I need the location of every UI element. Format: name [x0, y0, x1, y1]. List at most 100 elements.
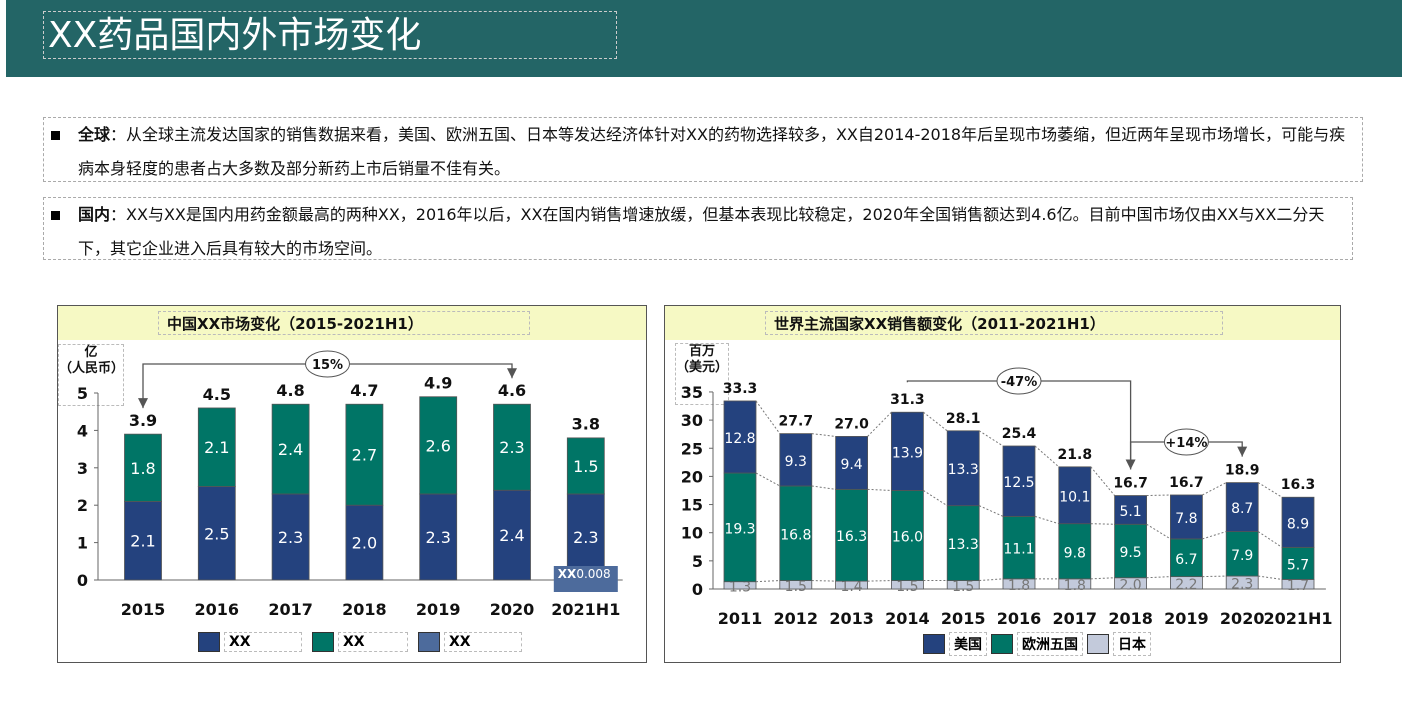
legend: XX XX XX [198, 632, 522, 652]
annotation-label: +14% [1165, 436, 1207, 451]
bar-value-label: 7.8 [1175, 511, 1197, 527]
bar-segment [1058, 523, 1092, 580]
trend-connector [755, 580, 780, 583]
bar-value-label: 8.9 [1287, 516, 1309, 532]
bar-segment [1114, 495, 1148, 525]
annotation-label: 15% [312, 358, 343, 373]
bar-value-label: 11.1 [1003, 542, 1034, 558]
x-tick-label: 2018 [1108, 609, 1153, 628]
y-tick-label: 4 [77, 421, 88, 440]
bar-segment [1281, 546, 1315, 580]
annotation-bubble [996, 367, 1042, 395]
bar-value-label: 2.1 [130, 532, 155, 551]
y-tick-label: 25 [681, 439, 703, 458]
legend-label: XX [338, 632, 408, 652]
header-band [6, 0, 1402, 77]
total-label: 31.3 [890, 392, 925, 408]
y-tick-label: 30 [681, 411, 703, 430]
trend-connector [1090, 466, 1115, 496]
trend-connector [1090, 577, 1115, 580]
legend-item: 美国 [923, 632, 987, 656]
x-tick-label: 2011 [718, 609, 763, 628]
bar-value-label: 2.2 [1175, 577, 1197, 593]
paragraph-global: 全球：从全球主流发达国家的销售数据来看，美国、欧洲五国、日本等发达经济体针对XX… [43, 117, 1363, 182]
x-tick-label: 2015 [121, 600, 166, 619]
total-label: 4.9 [424, 374, 452, 393]
x-tick-label: 2016 [997, 609, 1042, 628]
bar-value-label: 1.3 [729, 579, 751, 595]
bar-segment [566, 493, 605, 581]
trend-connector [1202, 482, 1227, 496]
bar-segment [197, 407, 236, 487]
total-label: 16.7 [1169, 475, 1204, 491]
bar-segment [835, 436, 869, 490]
x-tick-label: 2021H1 [1263, 609, 1332, 628]
total-label: 16.7 [1113, 476, 1148, 492]
x-tick-label: 2019 [416, 600, 461, 619]
bar-value-label: 2.0 [352, 534, 377, 553]
annotation-label: -47% [1001, 375, 1038, 390]
trend-connector [978, 430, 1004, 447]
legend-label: XX [224, 632, 302, 652]
y-tick-label: 20 [681, 467, 703, 486]
bar-value-label: 8.7 [1231, 501, 1253, 517]
x-tick-label: 2017 [268, 600, 313, 619]
bar-segment [271, 493, 310, 581]
bar-value-label: 9.4 [840, 457, 862, 473]
bar-segment [890, 490, 924, 581]
x-tick-label: 2013 [829, 609, 874, 628]
trend-connector [811, 433, 836, 437]
bar-value-label: 7.9 [1231, 548, 1253, 564]
bar-value-label: 2.3 [499, 438, 524, 457]
total-label: 27.7 [779, 414, 814, 430]
x-tick-label: 2021H1 [551, 600, 620, 619]
bar-segment [271, 403, 310, 495]
x-tick-label: 2018 [342, 600, 387, 619]
x-tick-label: 2020 [490, 600, 535, 619]
special-value-label: XX0.008 [558, 567, 611, 581]
bar-segment [723, 400, 757, 474]
bar-segment [345, 403, 384, 506]
trend-connector [755, 400, 781, 434]
bar-segment [779, 485, 813, 581]
trend-connector [1258, 575, 1283, 580]
total-label: 4.7 [350, 381, 378, 400]
bar-value-label: 12.8 [724, 431, 755, 447]
legend-swatch [418, 632, 440, 652]
bar-segment [1169, 538, 1203, 578]
bar-value-label: 2.1 [204, 438, 229, 457]
y-tick-label: 15 [681, 496, 703, 515]
chart-plot: 0 1 2 3 4 5 2.1 1.8 3.9 2015 2.5 2.1 4.5 2016 2.3 2.4 4.… [77, 350, 623, 619]
bar-segment [493, 403, 531, 491]
bar-value-label: 12.5 [1003, 475, 1034, 491]
bar-value-label: 9.5 [1119, 545, 1141, 561]
legend-label: 欧洲五国 [1017, 632, 1083, 656]
bar-segment [835, 488, 869, 582]
bar-value-label: 2.3 [425, 528, 450, 547]
total-label: 21.8 [1058, 447, 1093, 463]
bar-segment [124, 433, 162, 502]
bar-value-label: 6.7 [1175, 552, 1197, 568]
legend-swatch [923, 634, 945, 654]
y-tick-label: 2 [77, 496, 88, 515]
bar-value-label: 1.5 [896, 579, 918, 595]
legend-swatch [198, 632, 220, 652]
bar-segment [1281, 496, 1315, 548]
total-label: 3.8 [572, 415, 600, 434]
bar-value-label: 16.0 [892, 530, 923, 546]
x-tick-label: 2017 [1053, 609, 1098, 628]
bar-value-label: 2.4 [278, 440, 303, 459]
bar-value-label: 2.4 [499, 526, 524, 545]
trend-connector [923, 490, 948, 507]
trend-connector [811, 580, 836, 582]
total-label: 25.4 [1002, 426, 1037, 442]
bar-value-label: 1.5 [785, 579, 807, 595]
trend-connector [978, 505, 1004, 517]
unit-line: 百万 [688, 344, 715, 359]
bar-value-label: 2.6 [425, 436, 450, 455]
y-axis-unit: 百万 （美元） [675, 343, 729, 405]
x-tick-label: 2014 [885, 609, 930, 628]
y-axis-unit: 亿（人民币） [58, 344, 124, 406]
bar-value-label: 2.7 [352, 446, 377, 465]
trend-connector [1090, 523, 1115, 525]
